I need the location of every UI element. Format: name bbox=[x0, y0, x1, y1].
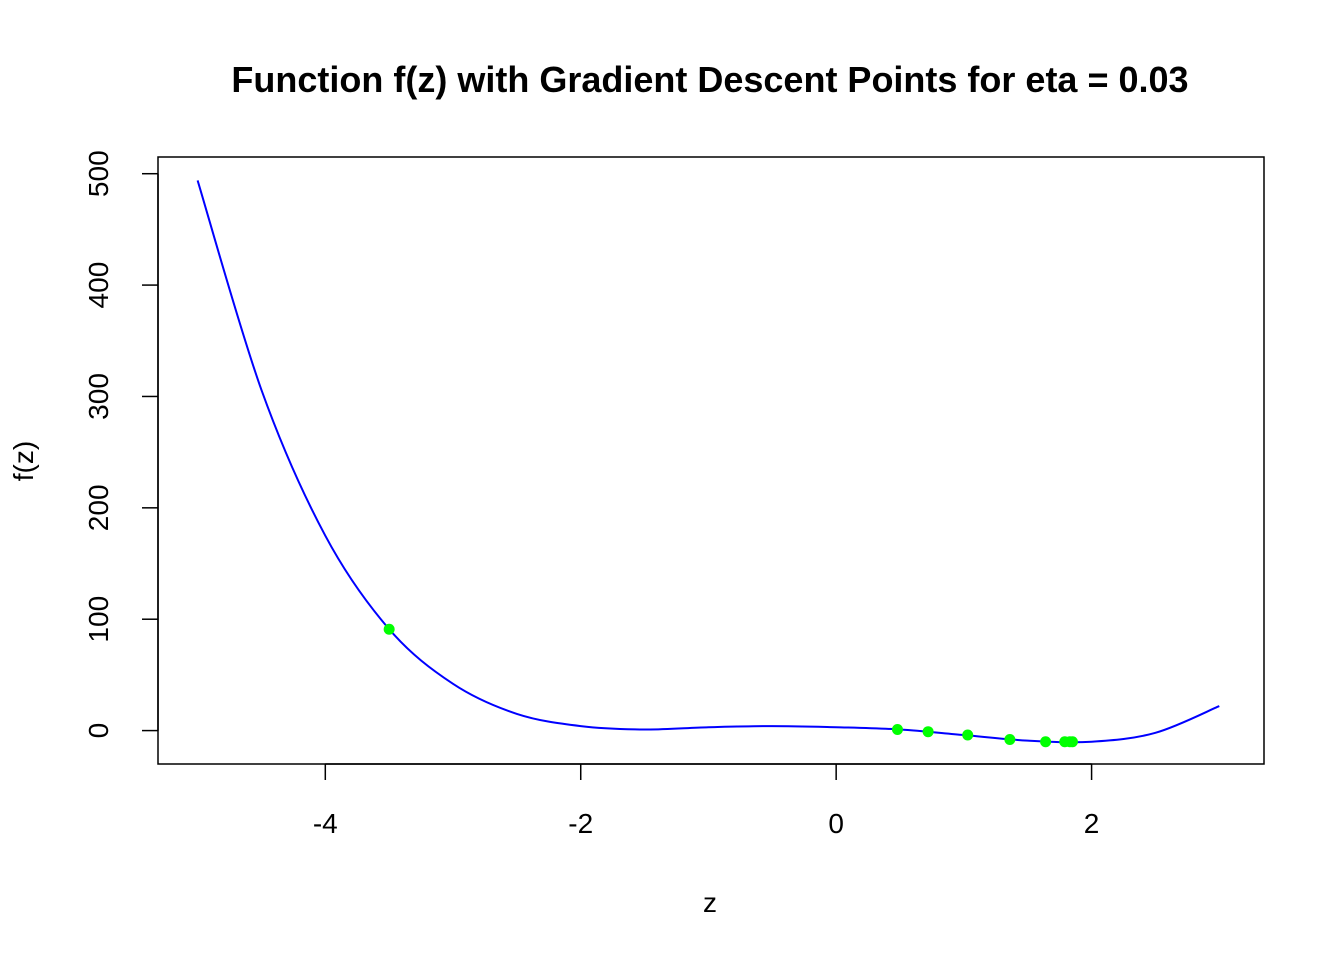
y-tick-label: 500 bbox=[83, 150, 114, 197]
x-axis-label: z bbox=[703, 887, 717, 918]
chart-title: Function f(z) with Gradient Descent Poin… bbox=[231, 59, 1188, 100]
descent-point bbox=[1040, 736, 1052, 748]
x-tick-label: -4 bbox=[313, 808, 338, 839]
descent-point bbox=[1004, 733, 1016, 745]
x-tick-label: 2 bbox=[1084, 808, 1100, 839]
descent-point bbox=[1066, 736, 1078, 748]
y-tick-label: 400 bbox=[83, 262, 114, 309]
function-curve bbox=[196, 180, 1220, 744]
y-tick-label: 0 bbox=[83, 723, 114, 739]
descent-point bbox=[383, 623, 395, 635]
y-axis-label: f(z) bbox=[8, 441, 39, 481]
y-tick-label: 200 bbox=[83, 484, 114, 531]
y-tick-label: 300 bbox=[83, 373, 114, 420]
y-tick-label: 100 bbox=[83, 596, 114, 643]
y-axis: 0 100 200 300 400 500 bbox=[83, 150, 159, 739]
descent-point bbox=[922, 726, 934, 738]
descent-point bbox=[962, 729, 974, 741]
descent-point bbox=[891, 723, 903, 735]
gradient-descent-points bbox=[383, 623, 1078, 748]
x-tick-label: 0 bbox=[828, 808, 844, 839]
plot-frame bbox=[157, 156, 1265, 765]
x-axis: -4 -2 0 2 bbox=[313, 763, 1100, 839]
x-tick-label: -2 bbox=[568, 808, 593, 839]
